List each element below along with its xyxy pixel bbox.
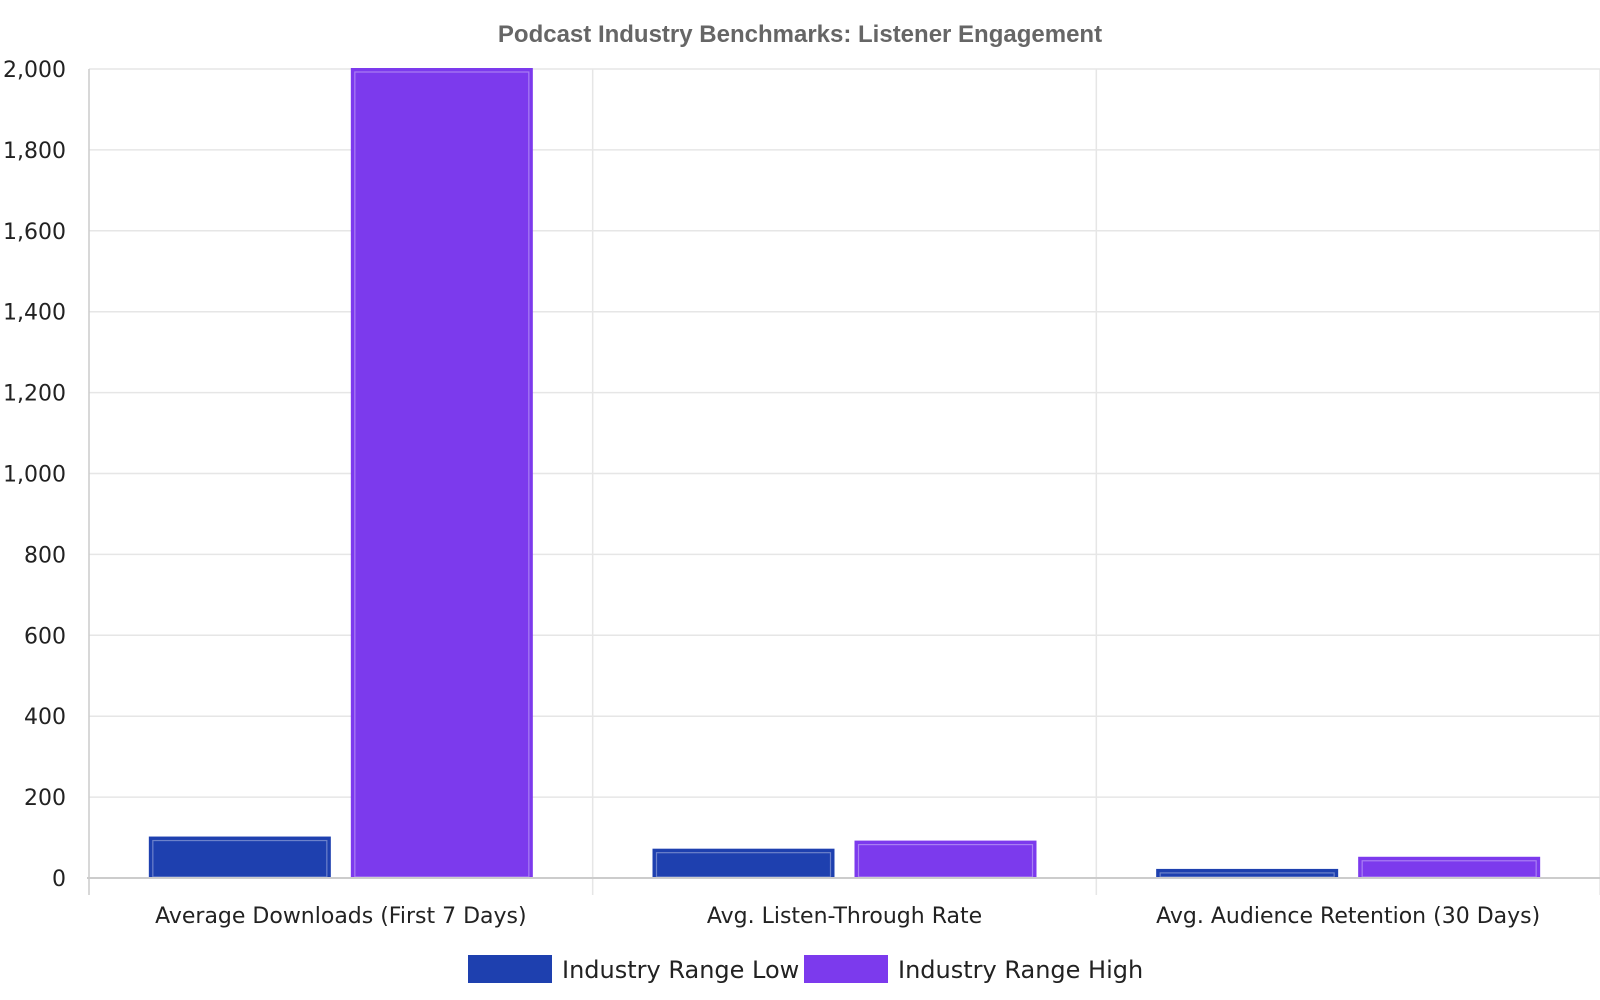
gridlines (89, 68, 1600, 798)
y-tick-label: 0 (52, 867, 66, 892)
y-tick-label: 600 (24, 624, 66, 649)
y-tick-label: 1,400 (3, 301, 66, 326)
y-tick-label: 1,800 (3, 139, 66, 164)
legend-swatch[interactable] (804, 955, 888, 983)
x-category-label: Avg. Listen-Through Rate (707, 904, 982, 929)
bar[interactable] (854, 840, 1037, 879)
bars (148, 68, 1541, 880)
bar[interactable] (148, 836, 331, 879)
x-axis-categories: Average Downloads (First 7 Days) Avg. Lis… (155, 904, 1540, 929)
axes (87, 69, 1600, 895)
y-axis-ticks: 0 200 400 600 800 1,000 1,200 1,400 1,600 1,800 2,… (3, 58, 66, 892)
chart-title: Podcast Industry Benchmarks: Listener En… (498, 21, 1102, 48)
legend-label[interactable]: Industry Range High (898, 956, 1143, 984)
bar[interactable] (350, 68, 533, 879)
x-category-label: Average Downloads (First 7 Days) (155, 904, 527, 929)
y-tick-label: 1,000 (3, 463, 66, 488)
y-tick-label: 2,000 (3, 58, 66, 83)
y-tick-label: 1,600 (3, 220, 66, 245)
legend-swatch[interactable] (468, 955, 552, 983)
legend: Industry Range Low Industry Range High (468, 955, 1143, 984)
y-tick-label: 1,200 (3, 382, 66, 407)
y-tick-label: 200 (24, 786, 66, 811)
x-category-label: Avg. Audience Retention (30 Days) (1156, 904, 1540, 929)
y-tick-label: 400 (24, 705, 66, 730)
bar[interactable] (652, 848, 835, 879)
y-tick-label: 800 (24, 543, 66, 568)
legend-label[interactable]: Industry Range Low (562, 956, 799, 984)
